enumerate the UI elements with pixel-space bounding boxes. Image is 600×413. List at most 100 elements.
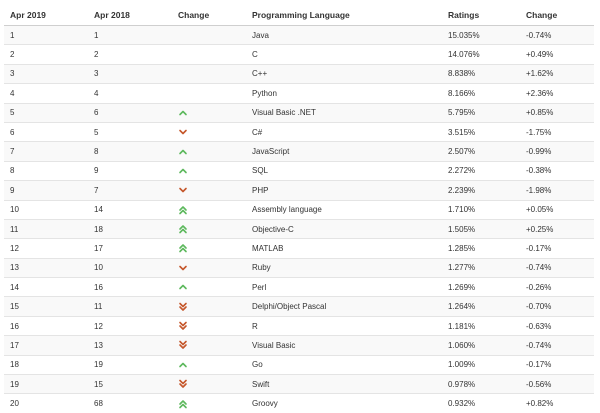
table-row: 8 9 SQL 2.272% -0.38% — [4, 160, 594, 181]
chevron-up-icon — [178, 282, 188, 292]
rating-change-cell: -1.75% — [520, 121, 594, 142]
change-arrow-cell — [172, 257, 246, 278]
double-chevron-up-icon — [178, 243, 188, 253]
chevron-up-icon — [178, 360, 188, 370]
rating-cell: 0.978% — [442, 374, 520, 394]
table-row: 1 1 Java 15.035% -0.74% — [4, 24, 594, 45]
language-cell: Python — [246, 83, 442, 104]
rating-cell: 14.076% — [442, 44, 520, 65]
rating-change-cell: -0.56% — [520, 374, 594, 394]
language-cell: Java — [246, 24, 442, 45]
rank-2018-cell: 19 — [88, 354, 172, 375]
header-change[interactable]: Change — [172, 4, 246, 26]
rank-2018-cell: 5 — [88, 121, 172, 142]
rating-change-cell: -0.63% — [520, 315, 594, 336]
language-cell: Groovy — [246, 393, 442, 413]
rating-change-cell: +0.82% — [520, 393, 594, 413]
rating-cell: 1.181% — [442, 315, 520, 336]
change-arrow-cell — [172, 199, 246, 220]
table-row: 19 15 Swift 0.978% -0.56% — [4, 374, 594, 394]
language-cell: Perl — [246, 277, 442, 297]
language-cell: C — [246, 44, 442, 65]
rank-2019-cell: 16 — [4, 315, 88, 336]
double-chevron-down-icon — [178, 302, 188, 312]
rank-2019-cell: 15 — [4, 296, 88, 317]
table-row: 10 14 Assembly language 1.710% +0.05% — [4, 199, 594, 220]
rating-change-cell: +2.36% — [520, 83, 594, 104]
change-arrow-cell — [172, 335, 246, 356]
rank-2019-cell: 9 — [4, 180, 88, 201]
rank-2018-cell: 1 — [88, 24, 172, 45]
rank-2019-cell: 11 — [4, 218, 88, 239]
rank-2018-cell: 13 — [88, 335, 172, 356]
rating-change-cell: -0.38% — [520, 160, 594, 181]
rating-cell: 15.035% — [442, 24, 520, 45]
rank-2019-cell: 1 — [4, 24, 88, 45]
rank-2018-cell: 9 — [88, 160, 172, 181]
change-arrow-cell — [172, 44, 246, 65]
change-arrow-cell — [172, 141, 246, 162]
language-cell: Objective-C — [246, 218, 442, 239]
change-arrow-cell — [172, 296, 246, 317]
rating-change-cell: -0.26% — [520, 277, 594, 297]
chevron-down-icon — [178, 185, 188, 195]
header-apr-2019[interactable]: Apr 2019 — [4, 4, 88, 26]
chevron-down-icon — [178, 263, 188, 273]
rating-cell: 5.795% — [442, 102, 520, 123]
rank-2019-cell: 5 — [4, 102, 88, 123]
rating-change-cell: -0.70% — [520, 296, 594, 317]
rating-cell: 3.515% — [442, 121, 520, 142]
change-arrow-cell — [172, 238, 246, 259]
rank-2018-cell: 18 — [88, 218, 172, 239]
rank-2019-cell: 10 — [4, 199, 88, 220]
change-arrow-cell — [172, 83, 246, 104]
language-cell: R — [246, 315, 442, 336]
rating-cell: 2.507% — [442, 141, 520, 162]
rating-change-cell: -0.74% — [520, 335, 594, 356]
rank-2019-cell: 12 — [4, 238, 88, 259]
table-row: 6 5 C# 3.515% -1.75% — [4, 121, 594, 142]
language-cell: JavaScript — [246, 141, 442, 162]
language-cell: Assembly language — [246, 199, 442, 220]
change-arrow-cell — [172, 374, 246, 394]
change-arrow-cell — [172, 354, 246, 375]
rating-cell: 1.269% — [442, 277, 520, 297]
rank-2018-cell: 68 — [88, 393, 172, 413]
rating-change-cell: +0.25% — [520, 218, 594, 239]
rank-2019-cell: 7 — [4, 141, 88, 162]
table-row: 12 17 MATLAB 1.285% -0.17% — [4, 238, 594, 259]
change-arrow-cell — [172, 160, 246, 181]
table-row: 17 13 Visual Basic 1.060% -0.74% — [4, 335, 594, 356]
header-ratings[interactable]: Ratings — [442, 4, 520, 26]
rank-2018-cell: 15 — [88, 374, 172, 394]
table-body: 1 1 Java 15.035% -0.74% 2 2 C 14.076% +0.49% 3 3 C++… — [4, 24, 594, 413]
rank-2018-cell: 11 — [88, 296, 172, 317]
header-programming-language[interactable]: Programming Language — [246, 4, 442, 26]
header-apr-2018[interactable]: Apr 2018 — [88, 4, 172, 26]
language-cell: Visual Basic .NET — [246, 102, 442, 123]
rating-cell: 1.285% — [442, 238, 520, 259]
change-arrow-cell — [172, 180, 246, 201]
table-row: 15 11 Delphi/Object Pascal 1.264% -0.70% — [4, 296, 594, 317]
header-ratings-change[interactable]: Change — [520, 4, 594, 26]
table-row: 3 3 C++ 8.838% +1.62% — [4, 63, 594, 84]
double-chevron-up-icon — [178, 399, 188, 409]
change-arrow-cell — [172, 277, 246, 297]
change-arrow-cell — [172, 63, 246, 84]
language-cell: Go — [246, 354, 442, 375]
language-cell: Ruby — [246, 257, 442, 278]
chevron-up-icon — [178, 166, 188, 176]
tiobe-index-page: Apr 2019 Apr 2018 Change Programming Lan… — [4, 4, 594, 413]
double-chevron-down-icon — [178, 321, 188, 331]
change-arrow-cell — [172, 121, 246, 142]
rank-2019-cell: 8 — [4, 160, 88, 181]
change-arrow-cell — [172, 218, 246, 239]
table-row: 20 68 Groovy 0.932% +0.82% — [4, 393, 594, 413]
rating-cell: 1.060% — [442, 335, 520, 356]
rank-2018-cell: 3 — [88, 63, 172, 84]
double-chevron-down-icon — [178, 379, 188, 389]
rank-2019-cell: 19 — [4, 374, 88, 394]
language-cell: C++ — [246, 63, 442, 84]
table-row: 5 6 Visual Basic .NET 5.795% +0.85% — [4, 102, 594, 123]
rank-2018-cell: 17 — [88, 238, 172, 259]
